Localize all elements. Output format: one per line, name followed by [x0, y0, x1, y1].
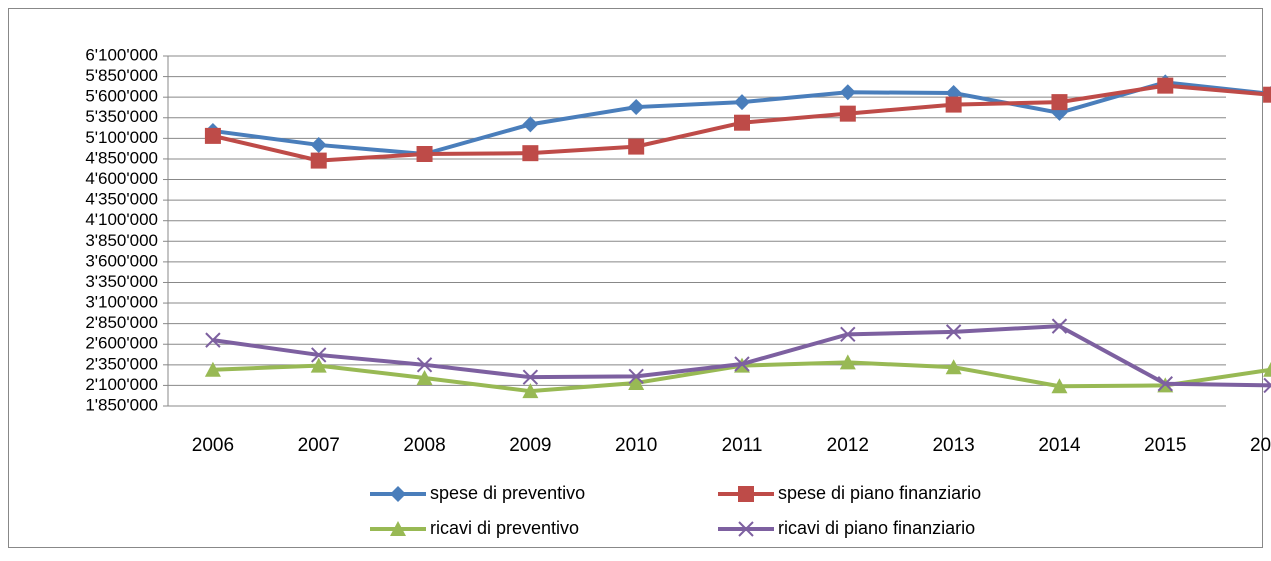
point: [1263, 377, 1271, 394]
y-tick-label: 5'600'000: [85, 87, 158, 106]
point: [628, 138, 645, 155]
point: [628, 368, 644, 385]
y-tick-label: 3'100'000: [85, 293, 158, 312]
point: [1157, 376, 1173, 392]
point: [734, 114, 750, 131]
point: [628, 99, 645, 116]
x-tick-label: 2015: [1144, 435, 1186, 456]
y-tick-label: 3'850'000: [85, 231, 158, 250]
y-tick-label: 6'100'000: [85, 45, 158, 64]
x-tick-label: 2013: [932, 435, 974, 456]
point: [416, 357, 433, 373]
point: [738, 486, 754, 502]
y-tick-label: 2'100'000: [85, 375, 158, 394]
point: [734, 94, 750, 111]
y-tick-label: 2'850'000: [85, 313, 158, 332]
legend-label: ricavi di piano finanziario: [778, 518, 975, 538]
point: [945, 324, 962, 340]
x-tick-label: 2014: [1038, 435, 1081, 456]
point: [738, 521, 754, 537]
y-tick-label: 3'350'000: [85, 272, 158, 291]
point: [310, 152, 327, 169]
point: [310, 136, 327, 153]
point: [522, 383, 539, 399]
x-tick-label: 2012: [827, 435, 869, 456]
point: [522, 145, 539, 162]
point: [839, 105, 856, 122]
point: [945, 359, 962, 375]
point: [1157, 77, 1174, 94]
x-tick-label: 2011: [722, 435, 763, 456]
y-tick-label: 4'350'000: [85, 190, 158, 209]
point: [204, 127, 221, 144]
point: [204, 361, 221, 377]
point: [311, 347, 327, 363]
point: [1263, 361, 1271, 377]
point: [522, 116, 539, 133]
y-tick-label: 2'600'000: [85, 334, 158, 353]
y-tick-label: 5'350'000: [85, 107, 158, 126]
point: [1051, 94, 1068, 111]
point: [945, 96, 962, 113]
legend-label: spese di preventivo: [430, 483, 585, 503]
point: [1051, 378, 1068, 394]
legend-label: ricavi di preventivo: [430, 518, 579, 538]
y-tick-label: 3'600'000: [85, 251, 158, 270]
y-tick-label: 4'100'000: [85, 210, 158, 229]
point: [1263, 86, 1271, 103]
point: [840, 326, 856, 343]
point: [416, 146, 433, 162]
point: [390, 486, 406, 502]
x-tick-label: 2006: [192, 435, 234, 456]
point: [1051, 318, 1068, 334]
y-tick-label: 2'350'000: [85, 354, 158, 373]
point: [839, 354, 856, 370]
y-tick-label: 5'100'000: [85, 128, 158, 147]
point: [205, 332, 221, 348]
point: [522, 369, 539, 385]
y-tick-label: 4'850'000: [85, 148, 158, 167]
x-tick-label: 2009: [509, 435, 551, 456]
x-tick-label: 2010: [615, 435, 657, 456]
point: [416, 370, 433, 385]
x-tick-label: 2007: [298, 435, 340, 456]
point: [628, 374, 645, 390]
x-tick-label: 2016: [1250, 435, 1271, 456]
y-tick-label: 4'600'000: [85, 169, 158, 188]
point: [390, 521, 406, 536]
chart-border: [8, 8, 1263, 548]
y-tick-label: 5'850'000: [85, 66, 158, 85]
x-tick-label: 2008: [403, 435, 445, 456]
point: [734, 356, 750, 372]
point: [839, 84, 856, 101]
y-tick-label: 1'850'000: [85, 395, 158, 414]
legend-label: spese di piano finanziario: [778, 483, 981, 503]
point: [310, 357, 327, 373]
